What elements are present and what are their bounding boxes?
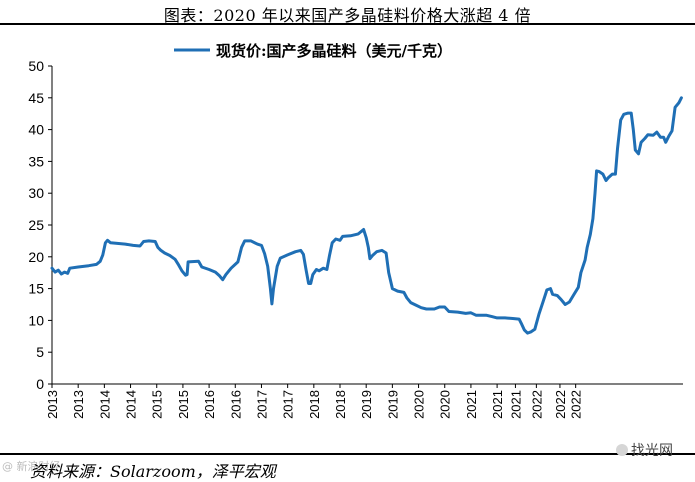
x-tick-label: 2022 [529, 390, 544, 419]
x-tick-label: 2014 [124, 390, 139, 419]
x-tick-label: 2020 [438, 390, 453, 419]
watermark-right: 找光网 [616, 440, 673, 460]
x-tick-label: 2021 [464, 390, 479, 419]
x-tick-label: 2017 [281, 390, 296, 419]
x-tick-label: 2020 [412, 390, 427, 419]
y-tick-label: 30 [28, 185, 44, 201]
x-tick-label: 2022 [569, 390, 584, 419]
x-tick-label: 2015 [150, 390, 165, 419]
x-tick-label: 2018 [307, 390, 322, 419]
y-tick-label: 15 [28, 281, 44, 297]
y-tick-label: 35 [28, 153, 44, 169]
x-tick-label: 2015 [176, 390, 191, 419]
source-note: 资料来源：Solarzoom，泽平宏观 [30, 462, 276, 481]
x-tick-label: 2017 [254, 390, 269, 419]
x-tick-label: 2021 [490, 390, 505, 419]
x-tick-label: 2014 [97, 390, 112, 419]
x-tick-label: 2016 [202, 390, 217, 419]
y-tick-label: 10 [28, 312, 44, 328]
x-tick-label: 2021 [508, 390, 523, 419]
x-tick-label: 2022 [553, 390, 568, 419]
y-tick-label: 40 [28, 122, 44, 138]
legend-label: 现货价:国产多晶硅料（美元/千克） [216, 42, 452, 60]
watermark-left: @ 新浪财经 [2, 460, 61, 473]
y-tick-label: 25 [28, 217, 44, 233]
x-tick-label: 2019 [359, 390, 374, 419]
y-tick-label: 5 [36, 344, 44, 360]
wechat-icon [616, 444, 628, 456]
x-tick-label: 2013 [45, 390, 60, 419]
bottom-rule [0, 453, 695, 455]
y-tick-label: 50 [28, 58, 44, 74]
x-tick-label: 2016 [228, 390, 243, 419]
x-tick-label: 2018 [333, 390, 348, 419]
top-rule [0, 23, 695, 25]
x-tick-label: 2013 [71, 390, 86, 419]
series-line [50, 96, 683, 335]
y-tick-label: 20 [28, 249, 44, 265]
watermark-right-text: 找光网 [631, 443, 673, 459]
y-tick-label: 0 [36, 376, 44, 392]
x-tick-label: 2019 [385, 390, 400, 419]
price-chart: 0 5 10 15 20 25 30 35 40 45 50 2013 2013 2014 2014 2015… [28, 42, 683, 419]
y-tick-label: 45 [28, 90, 44, 106]
figure-title: 图表：2020 年以来国产多晶硅料价格大涨超 4 倍 [163, 6, 532, 25]
